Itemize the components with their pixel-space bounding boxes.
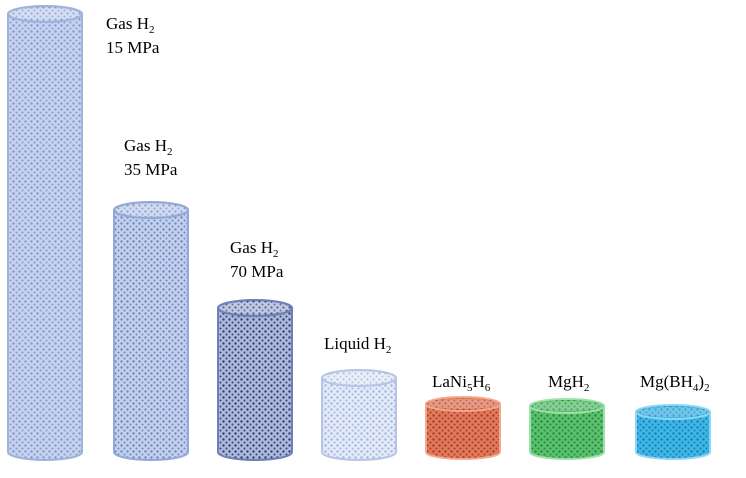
cylinder-liquid-h2 (321, 369, 397, 461)
label-lani5h6: LaNi5H6 (432, 372, 491, 394)
cylinder-body (529, 405, 605, 460)
label-gas-h2-15mpa: Gas H2 15 MPa (106, 14, 160, 57)
cylinder-top (635, 404, 711, 420)
cylinder-top-highlight (532, 401, 602, 411)
cylinder-body (321, 377, 397, 461)
cylinder-mg-bh4-2 (635, 404, 711, 460)
cylinder-top-highlight (428, 399, 498, 409)
cylinder-body (113, 209, 189, 461)
label-mg-bh4-2: Mg(BH4)2 (640, 372, 710, 394)
cylinder-lani5h6 (425, 396, 501, 460)
label-mgh2: MgH2 (548, 372, 590, 394)
cylinder-body (7, 13, 83, 461)
cylinder-top-highlight (324, 372, 394, 384)
cylinder-body (217, 307, 293, 461)
cylinder-body (635, 411, 711, 460)
cylinder-top (7, 5, 83, 23)
cylinder-mgh2 (529, 398, 605, 460)
cylinder-body (425, 403, 501, 460)
cylinder-top (113, 201, 189, 219)
label-gas-h2-70mpa: Gas H2 70 MPa (230, 238, 284, 281)
cylinder-top-highlight (220, 302, 290, 314)
cylinder-top (425, 396, 501, 412)
label-liquid-h2: Liquid H2 (324, 334, 392, 356)
cylinder-top (529, 398, 605, 414)
cylinder-top-highlight (638, 407, 708, 417)
cylinder-gas-h2-35mpa (113, 201, 189, 461)
cylinder-top (321, 369, 397, 387)
cylinder-top (217, 299, 293, 317)
cylinder-top-highlight (10, 8, 80, 20)
label-gas-h2-35mpa: Gas H2 35 MPa (124, 136, 178, 179)
cylinder-gas-h2-15mpa (7, 5, 83, 461)
cylinder-gas-h2-70mpa (217, 299, 293, 461)
cylinder-top-highlight (116, 204, 186, 216)
